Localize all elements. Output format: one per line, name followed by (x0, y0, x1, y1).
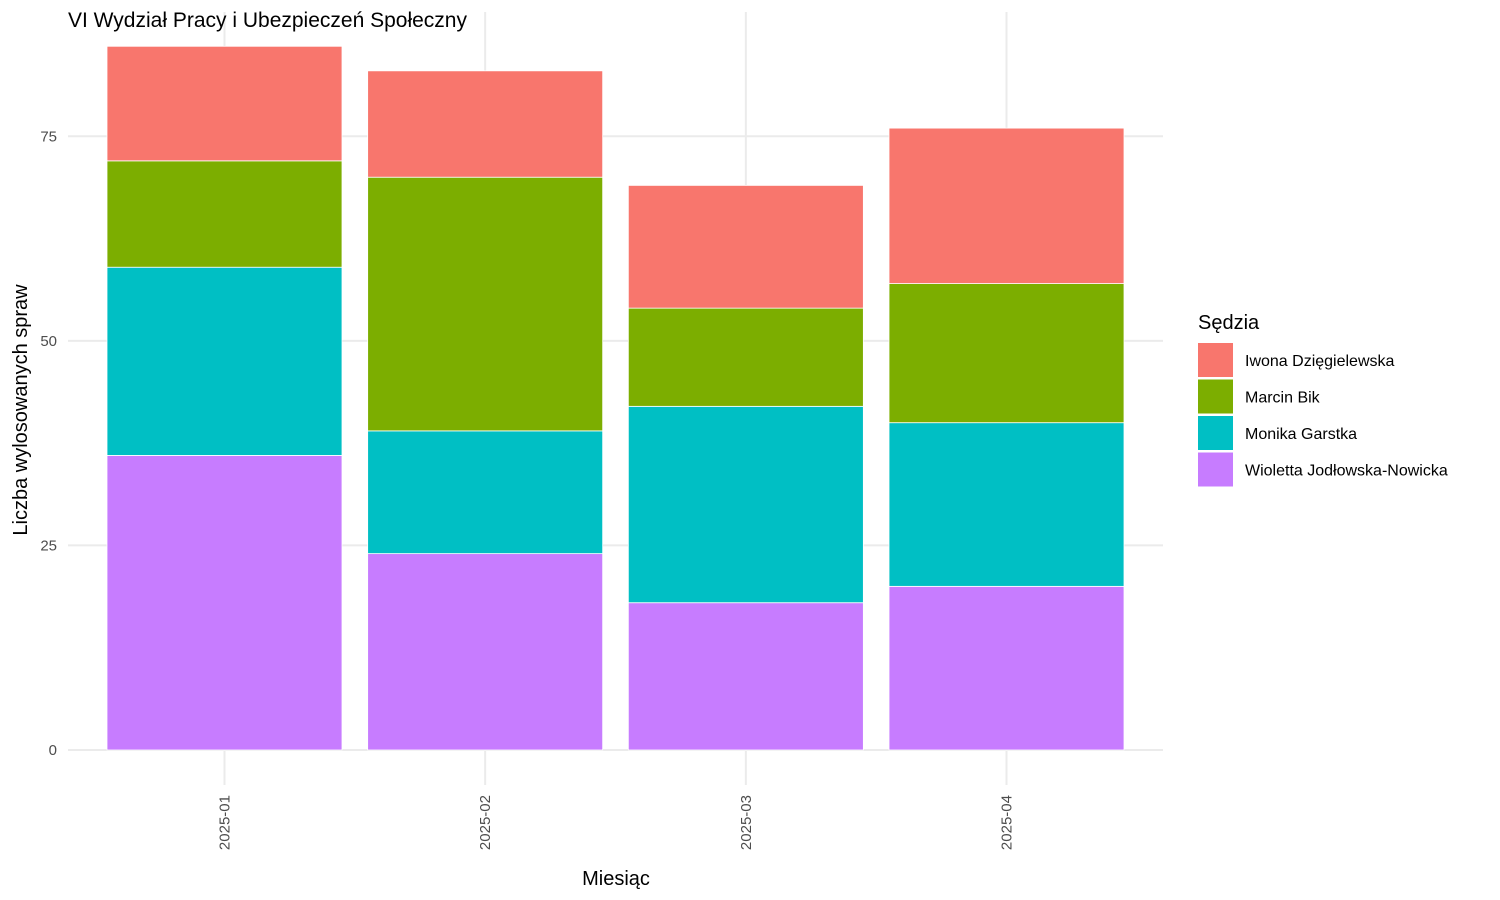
bar-segment (627, 602, 864, 751)
x-axis-title: Miesiąc (582, 868, 650, 890)
y-tick-label: 0 (49, 742, 57, 759)
x-tick-label: 2025-03 (738, 795, 755, 850)
y-tick-labels: 0 25 50 75 (40, 128, 57, 759)
bar-segment (367, 553, 604, 751)
legend-label: Monika Garstka (1245, 426, 1357, 443)
legend-swatch (1198, 343, 1233, 377)
y-tick-label: 50 (40, 333, 57, 350)
y-axis-title: Liczba wylosowanych spraw (10, 284, 32, 536)
legend-label: Marcin Bik (1245, 390, 1321, 407)
x-tick-labels: 2025-01 2025-02 2025-03 2025-04 (217, 795, 1016, 850)
x-tick-label: 2025-01 (217, 795, 234, 850)
bars-layer (106, 45, 1125, 751)
legend: Sędzia Iwona Dzięgielewska Marcin Bik Moni… (1198, 312, 1448, 487)
bar-segment (367, 176, 604, 432)
legend-item: Wioletta Jodłowska-Nowicka (1198, 452, 1448, 487)
bar-segment (627, 307, 864, 407)
legend-swatch (1198, 379, 1233, 414)
legend-label: Wioletta Jodłowska-Nowicka (1245, 463, 1448, 480)
bar-segment (367, 70, 604, 178)
legend-label: Iwona Dzięgielewska (1245, 353, 1395, 370)
bar-segment (106, 45, 343, 162)
legend-title: Sędzia (1198, 312, 1260, 334)
y-tick-label: 75 (40, 128, 57, 145)
chart-title: VI Wydział Pracy i Ubezpieczeń Społeczny (68, 9, 467, 32)
bar-segment (106, 455, 343, 751)
bar-segment (627, 184, 864, 309)
legend-item: Iwona Dzięgielewska (1198, 343, 1395, 377)
bar-segment (888, 283, 1125, 424)
bar-segment (106, 160, 343, 268)
legend-item: Marcin Bik (1198, 379, 1321, 414)
legend-swatch (1198, 416, 1233, 450)
bar-segment (888, 127, 1125, 284)
y-tick-label: 25 (40, 537, 57, 554)
legend-items: Iwona Dzięgielewska Marcin Bik Monika Gars… (1198, 343, 1448, 487)
bar-segment (106, 266, 343, 456)
bar-segment (367, 430, 604, 555)
bar-segment (627, 405, 864, 604)
bar-segment (888, 422, 1125, 587)
bar-stack-2025-01 (106, 45, 343, 751)
bar-stack-2025-02 (367, 70, 604, 751)
bar-stack-2025-04 (888, 127, 1125, 751)
bar-stack-2025-03 (627, 184, 864, 751)
x-tick-label: 2025-02 (477, 795, 494, 850)
legend-swatch (1198, 452, 1233, 487)
legend-item: Monika Garstka (1198, 416, 1357, 450)
bar-segment (888, 585, 1125, 751)
x-tick-label: 2025-04 (999, 795, 1016, 850)
